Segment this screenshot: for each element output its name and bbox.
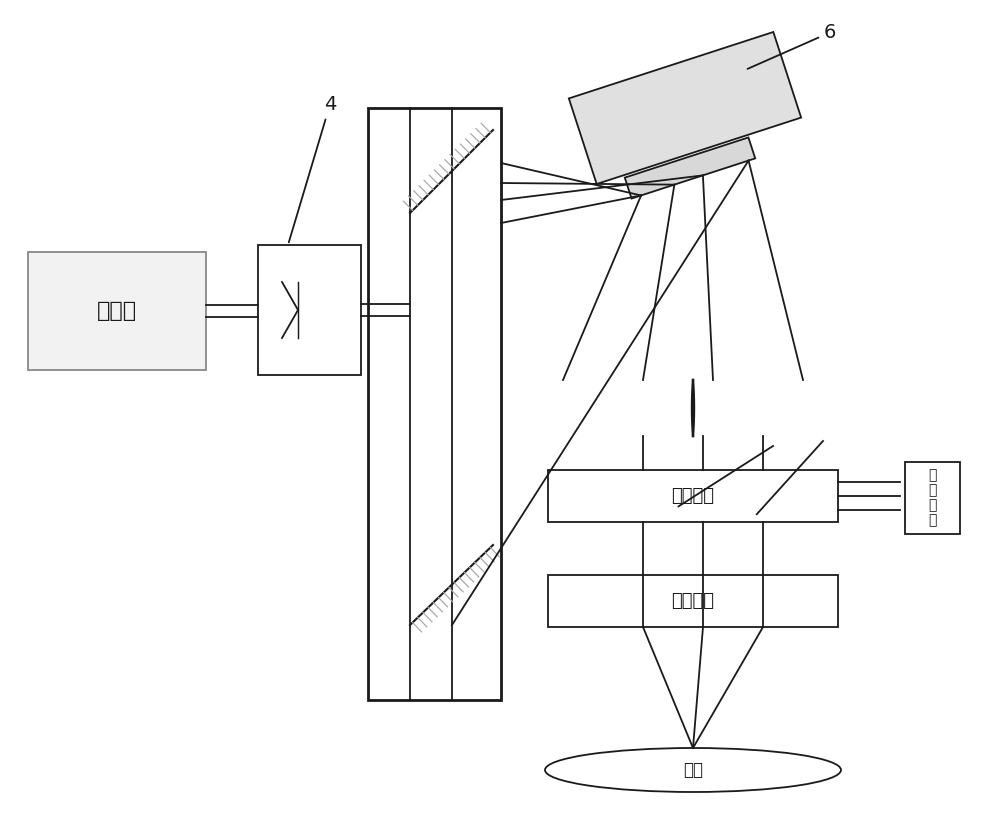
Bar: [905, 462, 960, 534]
Text: 整形元件: 整形元件: [672, 487, 714, 505]
Ellipse shape: [545, 748, 841, 792]
Text: 检
测
元
件: 检 测 元 件: [928, 468, 937, 528]
Bar: [548, 575, 838, 627]
Polygon shape: [625, 137, 755, 198]
Bar: [28, 252, 206, 370]
Bar: [368, 108, 501, 700]
Text: 晶圆: 晶圆: [683, 761, 703, 779]
Text: 6: 6: [748, 23, 836, 69]
Text: 激光器: 激光器: [97, 301, 137, 321]
Text: 聚焦元件: 聚焦元件: [672, 592, 714, 610]
Bar: [258, 245, 361, 375]
Bar: [548, 470, 838, 522]
Text: 4: 4: [289, 95, 336, 242]
Polygon shape: [569, 32, 801, 184]
